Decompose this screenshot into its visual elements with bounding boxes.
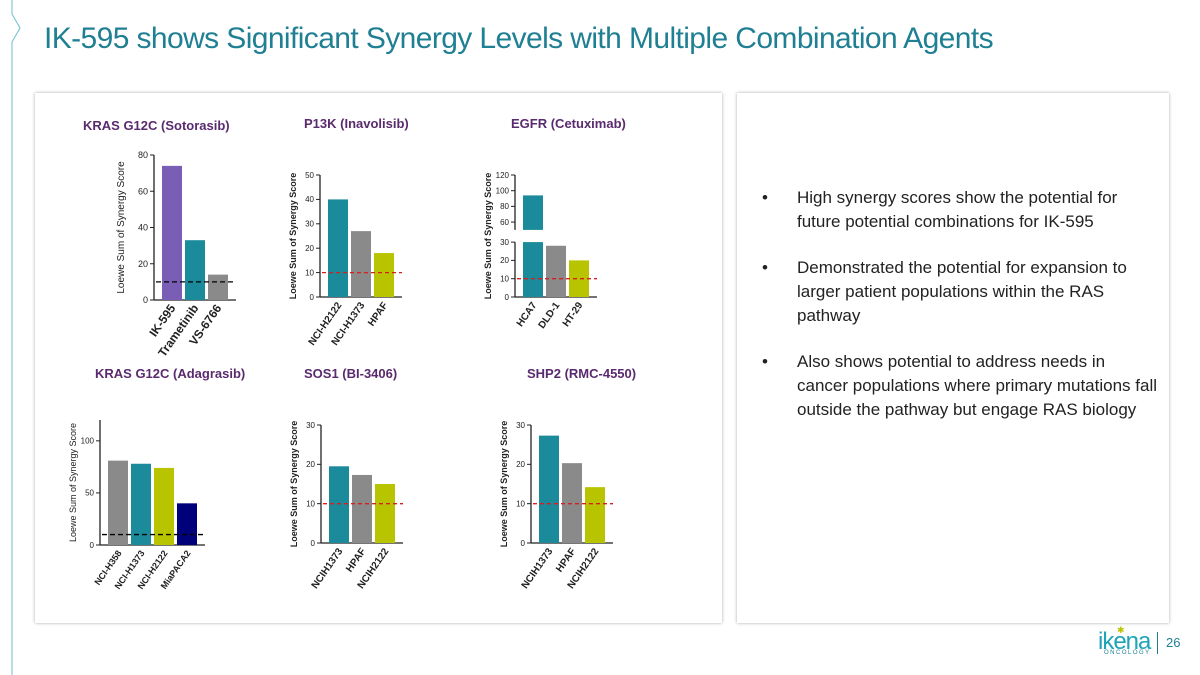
y-tick-label: 0	[521, 539, 526, 548]
y-tick-label: 30	[306, 421, 315, 430]
bar	[569, 260, 589, 297]
bar	[546, 245, 566, 297]
bar	[154, 467, 174, 545]
bar	[539, 435, 559, 543]
y-tick-label: 80	[138, 150, 148, 160]
bar	[185, 240, 205, 300]
y-tick-label: 40	[305, 195, 314, 204]
chart-title-sos1: SOS1 (BI-3406)	[304, 366, 398, 381]
y-tick-label: 50	[305, 171, 314, 180]
bullet-item: Also shows potential to address needs in…	[760, 350, 1160, 422]
bar	[329, 466, 349, 543]
y-tick-label: 0	[143, 295, 148, 305]
bar	[351, 231, 371, 297]
y-tick-label: 10	[516, 499, 525, 508]
y-tick-label: 60	[138, 186, 148, 196]
y-tick-label: 20	[306, 460, 315, 469]
bar	[131, 463, 151, 545]
y-tick-label: 20	[500, 256, 509, 265]
logo-leaf-icon: ✱	[1117, 625, 1125, 635]
y-tick-label: 0	[311, 539, 316, 548]
y-tick-label: 0	[310, 293, 315, 302]
chart-title-sotorasib: KRAS G12C (Sotorasib)	[83, 118, 230, 133]
y-tick-label: 30	[516, 421, 525, 430]
y-axis-label: Loewe Sum of Synergy Score	[116, 161, 127, 294]
chart-title-adagrasib: KRAS G12C (Adagrasib)	[95, 366, 246, 381]
x-tick-label: DLD-1	[537, 300, 563, 331]
y-axis-label: Loewe Sum of Synergy Score	[288, 173, 298, 300]
chart-sos1: 0 10 20 30 Loewe Sum of Synergy Score NCIH137…	[289, 421, 403, 591]
y-tick-label: 10	[305, 268, 314, 277]
y-tick-label: 20	[516, 460, 525, 469]
chart-title-cetuximab: EGFR (Cetuximab)	[511, 116, 626, 131]
bar	[108, 460, 128, 545]
y-tick-label: 0	[90, 541, 95, 550]
bullet-list: High synergy scores show the potential f…	[760, 186, 1160, 444]
y-tick-label: 40	[138, 223, 148, 233]
y-tick-label: 30	[305, 220, 314, 229]
y-tick-label: 60	[500, 218, 509, 227]
y-axis-label: Loewe Sum of Synergy Score	[499, 421, 509, 548]
y-tick-label: 100	[496, 186, 510, 195]
y-axis-label: Loewe Sum of Synergy Score	[68, 423, 78, 542]
bar	[375, 484, 395, 543]
y-tick-label: 20	[305, 244, 314, 253]
bar	[523, 242, 543, 297]
y-tick-label: 120	[496, 171, 510, 180]
bar	[523, 195, 543, 230]
y-tick-label: 100	[81, 437, 95, 446]
company-logo-subtitle: ONCOLOGY	[1104, 650, 1151, 656]
bar	[208, 274, 228, 300]
bar	[177, 503, 197, 545]
chart-title-inavolisib: P13K (Inavolisib)	[304, 116, 409, 131]
bar	[328, 199, 348, 297]
y-tick-label: 0	[505, 293, 510, 302]
bullet-item: High synergy scores show the potential f…	[760, 186, 1160, 234]
y-axis-label: Loewe Sum of Synergy Score	[483, 173, 493, 300]
y-tick-label: 10	[500, 275, 509, 284]
company-logo: ikena	[1098, 628, 1151, 655]
bar	[162, 165, 182, 300]
x-tick-label: NCIH1373	[520, 546, 556, 591]
bar	[374, 253, 394, 297]
footer-divider	[1157, 632, 1158, 654]
bar	[585, 487, 605, 543]
x-tick-label: HPAF	[366, 300, 390, 328]
page-number: 26	[1166, 635, 1181, 650]
y-tick-label: 50	[85, 489, 94, 498]
y-tick-label: 30	[500, 238, 509, 247]
x-tick-label: HT-29	[561, 300, 586, 329]
y-tick-label: 10	[306, 499, 315, 508]
y-tick-label: 80	[500, 202, 509, 211]
bar	[352, 474, 372, 543]
y-axis-label: Loewe Sum of Synergy Score	[289, 421, 299, 548]
decorative-bracket-line	[11, 0, 21, 675]
bullet-item: Demonstrated the potential for expansion…	[760, 256, 1160, 328]
y-tick-label: 20	[138, 259, 148, 269]
chart-title-shp2: SHP2 (RMC-4550)	[527, 366, 637, 381]
page-title: IK-595 shows Significant Synergy Levels …	[44, 22, 994, 55]
x-tick-label: NCIH1373	[310, 546, 346, 591]
chart-shp2: 0 10 20 30 Loewe Sum of Synergy Score NCIH137…	[499, 421, 613, 591]
